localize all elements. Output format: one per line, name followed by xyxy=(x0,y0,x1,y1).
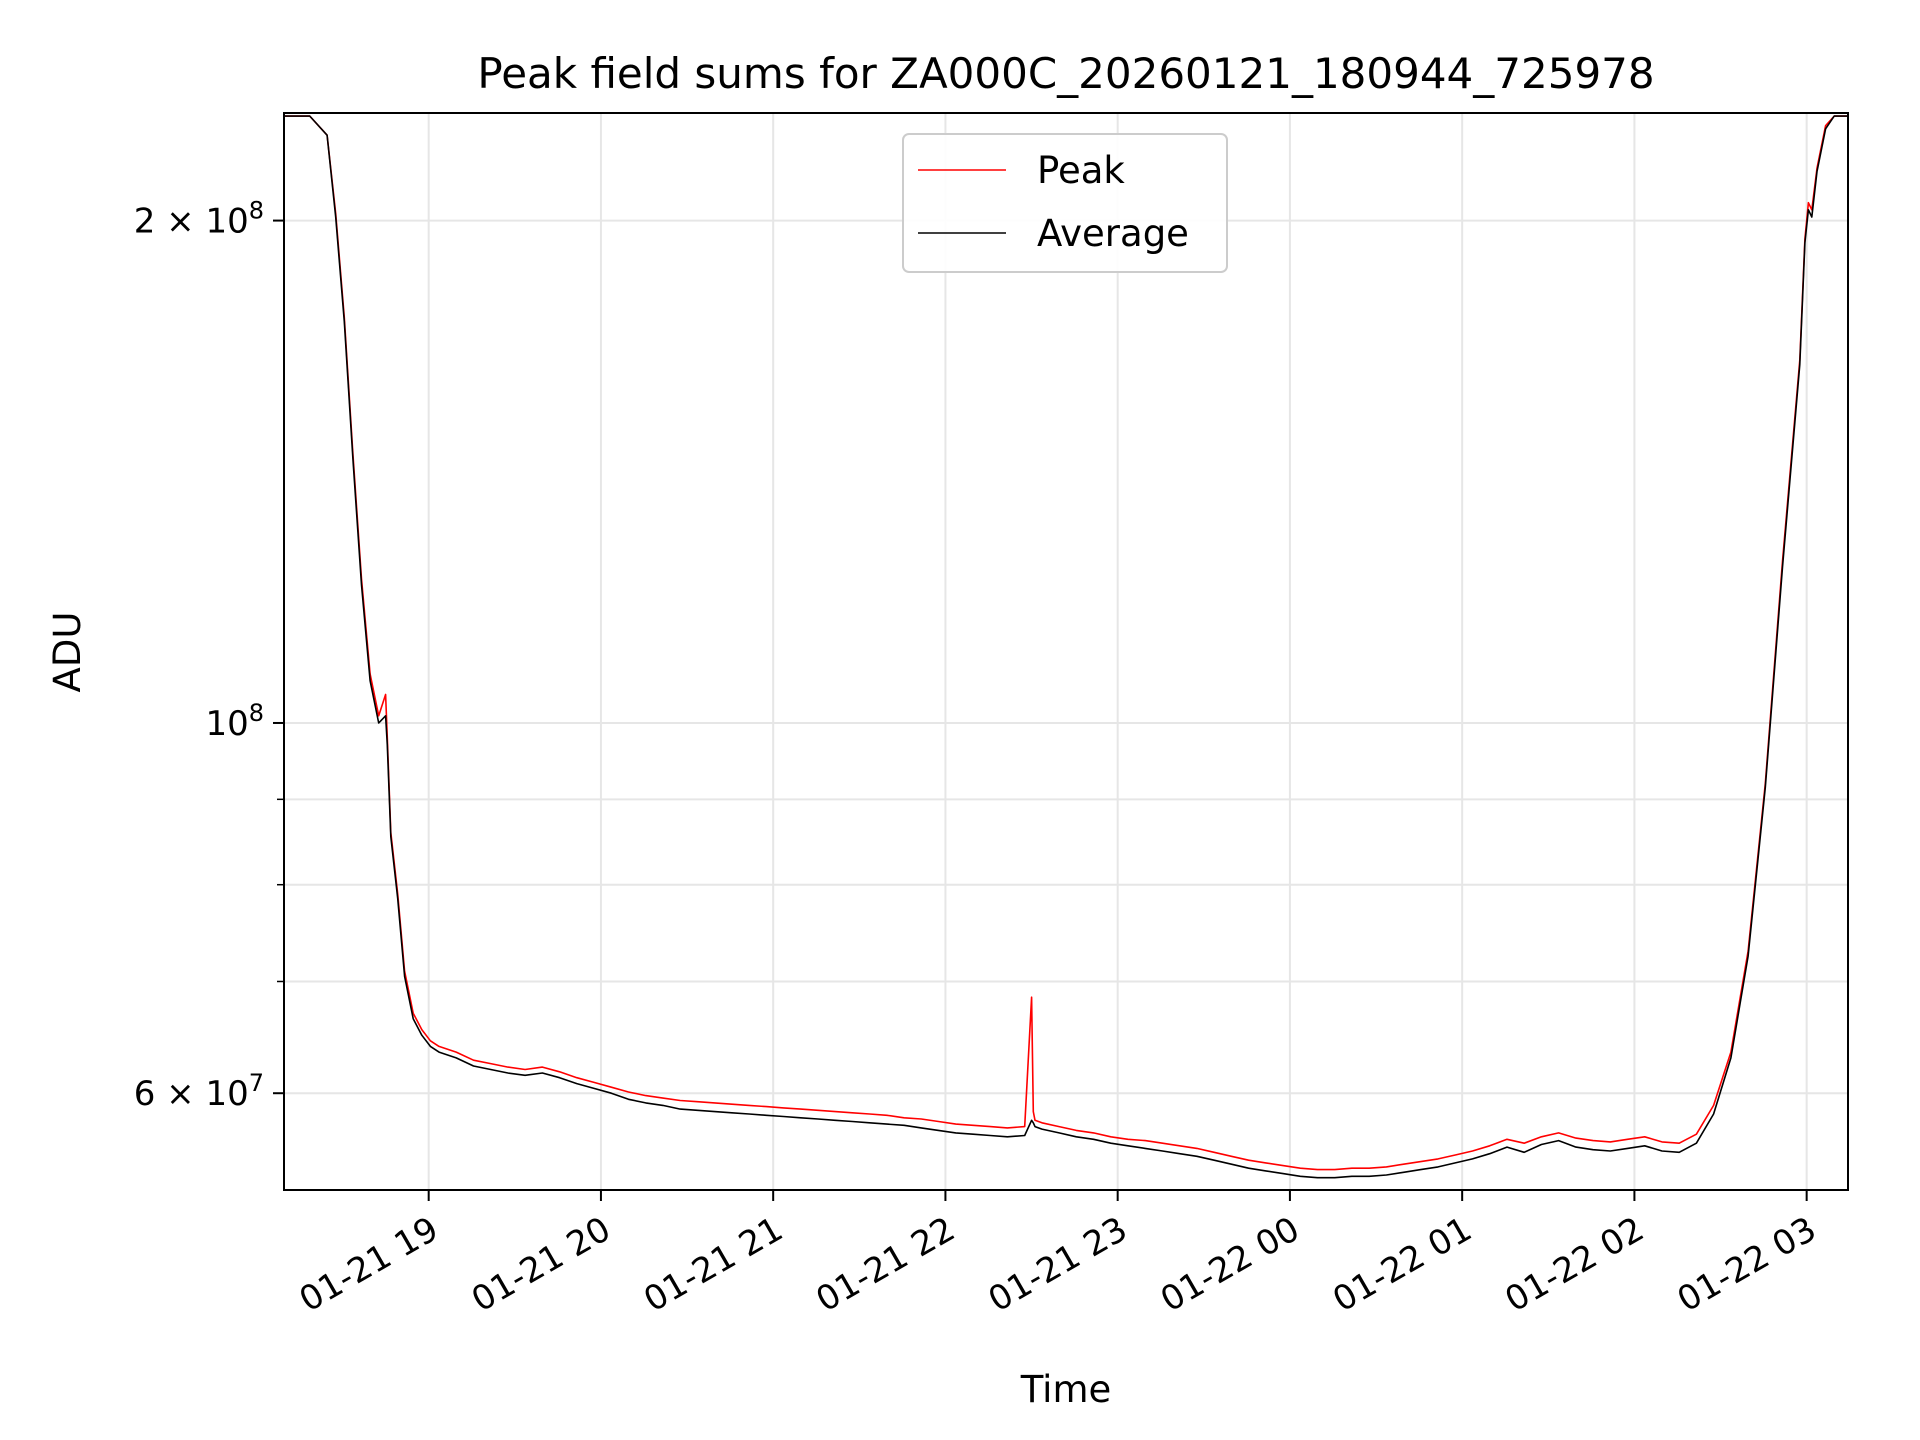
y-tick-label: 2 × 108 xyxy=(134,197,264,242)
y-tick-exponent: 8 xyxy=(249,699,264,727)
series-layer xyxy=(284,115,1848,1179)
y-tick-label: 6 × 107 xyxy=(134,1069,264,1114)
series-line-average xyxy=(284,115,1848,1179)
series-line-peak xyxy=(284,115,1848,1171)
legend: Peak Average xyxy=(902,133,1228,273)
y-tick-base: 6 × 10 xyxy=(134,1074,249,1114)
legend-box xyxy=(902,133,1228,273)
y-tick-exponent: 8 xyxy=(249,197,264,225)
y-axis-label: ADU xyxy=(46,612,89,693)
x-axis-label: Time xyxy=(1020,1368,1112,1411)
chart-title: Peak field sums for ZA000C_20260121_1809… xyxy=(477,49,1654,98)
y-tick-base: 2 × 10 xyxy=(134,202,249,242)
legend-average-label: Average xyxy=(1037,212,1189,255)
plot-frame xyxy=(283,112,1849,1191)
y-tick-label: 108 xyxy=(205,699,264,744)
y-tick-base: 10 xyxy=(205,704,248,744)
legend-peak-label: Peak xyxy=(1037,149,1125,192)
y-tick-exponent: 7 xyxy=(249,1069,264,1097)
